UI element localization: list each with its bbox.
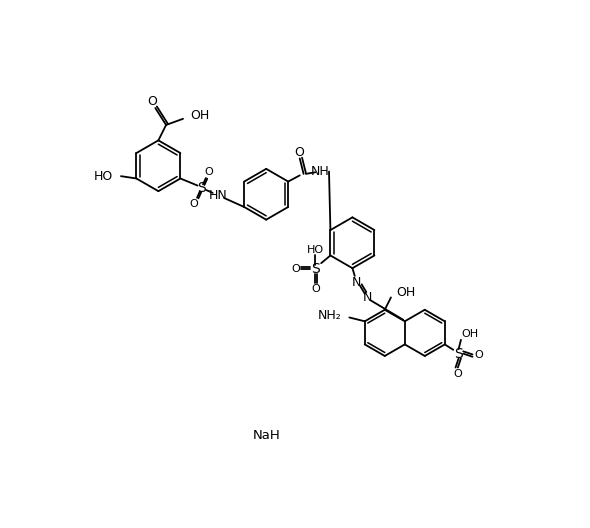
- Text: O: O: [312, 284, 320, 294]
- Text: HO: HO: [94, 169, 113, 183]
- Text: O: O: [454, 369, 462, 379]
- Text: HN: HN: [209, 189, 228, 202]
- Text: O: O: [291, 263, 300, 274]
- Text: S: S: [311, 262, 319, 276]
- Text: OH: OH: [462, 329, 479, 340]
- Text: N: N: [352, 276, 361, 288]
- Text: OH: OH: [396, 286, 415, 298]
- Text: NH: NH: [311, 165, 330, 178]
- Text: O: O: [204, 167, 213, 177]
- Text: NH₂: NH₂: [318, 309, 342, 322]
- Text: O: O: [294, 146, 304, 159]
- Text: O: O: [190, 199, 199, 209]
- Text: S: S: [454, 347, 463, 361]
- Text: S: S: [197, 181, 206, 195]
- Text: HO: HO: [306, 245, 323, 255]
- Text: OH: OH: [191, 109, 210, 122]
- Text: NaH: NaH: [253, 429, 280, 442]
- Text: O: O: [148, 96, 157, 108]
- Text: N: N: [363, 291, 372, 304]
- Text: O: O: [474, 350, 483, 360]
